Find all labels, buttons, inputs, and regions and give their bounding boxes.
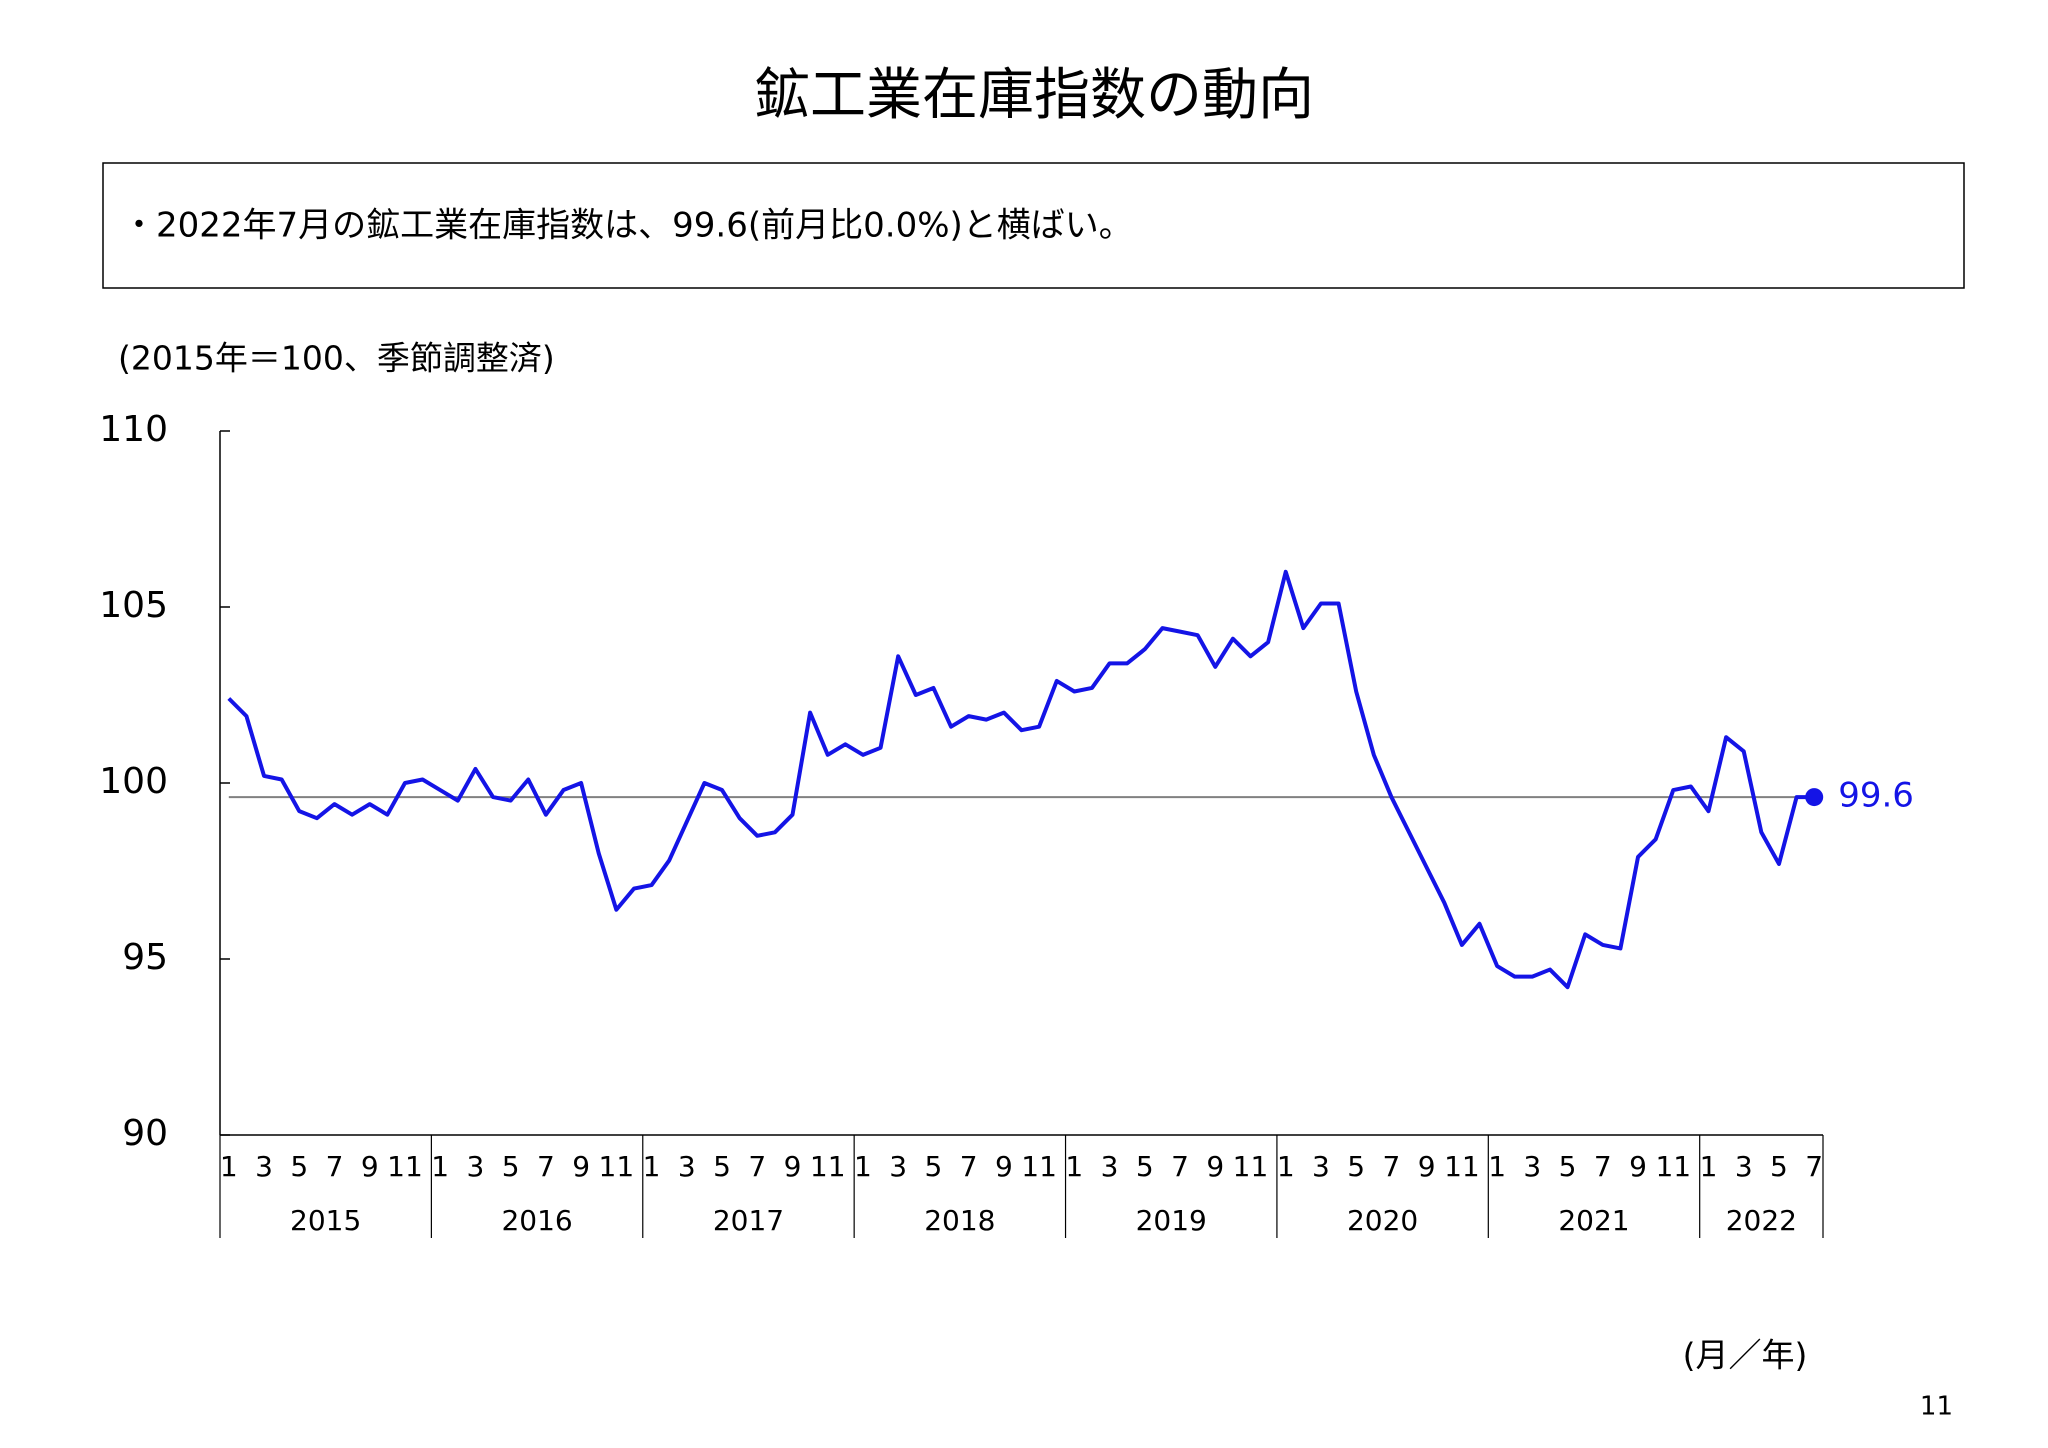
end-value-label: 99.6 — [1838, 776, 1914, 816]
x-tick-label: 11 — [387, 1150, 423, 1183]
x-tick-label: 3 — [467, 1150, 485, 1183]
x-tick-label: 1 — [1488, 1150, 1506, 1183]
x-tick-label: 7 — [1594, 1150, 1612, 1183]
x-tick-label: 11 — [1021, 1150, 1057, 1183]
x-tick-label: 7 — [1805, 1150, 1823, 1183]
x-tick-label: 5 — [925, 1150, 943, 1183]
year-label: 2022 — [1726, 1204, 1797, 1237]
line-series — [227, 569, 1815, 990]
x-tick-label: 5 — [1559, 1150, 1577, 1183]
year-label: 2015 — [290, 1204, 361, 1237]
y-tick-label: 110 — [99, 409, 168, 450]
x-tick-label: 3 — [1101, 1150, 1119, 1183]
x-tick-label: 5 — [502, 1150, 520, 1183]
x-tick-label: 3 — [255, 1150, 273, 1183]
y-tick-label: 95 — [122, 937, 168, 978]
x-tick-label: 7 — [748, 1150, 766, 1183]
x-axis-label: (月／年) — [1683, 1336, 1808, 1375]
x-tick-label: 7 — [960, 1150, 978, 1183]
end-point — [1805, 788, 1824, 807]
x-tick-label: 11 — [1655, 1150, 1691, 1183]
year-label: 2017 — [713, 1204, 784, 1237]
x-tick-label: 11 — [810, 1150, 846, 1183]
chart-title: 鉱工業在庫指数の動向 — [754, 63, 1314, 128]
year-label: 2019 — [1136, 1204, 1207, 1237]
x-tick-label: 1 — [643, 1150, 661, 1183]
year-label: 2021 — [1558, 1204, 1629, 1237]
x-tick-label: 11 — [1233, 1150, 1269, 1183]
x-tick-label: 1 — [220, 1150, 238, 1183]
x-tick-label: 5 — [1347, 1150, 1365, 1183]
x-tick-label: 9 — [361, 1150, 379, 1183]
x-tick-label: 9 — [1629, 1150, 1647, 1183]
x-tick-label: 7 — [537, 1150, 555, 1183]
x-tick-label: 1 — [1700, 1150, 1718, 1183]
x-tick-label: 3 — [678, 1150, 696, 1183]
y-tick-label: 90 — [122, 1113, 168, 1154]
x-tick-label: 9 — [1418, 1150, 1436, 1183]
x-tick-label: 7 — [1383, 1150, 1401, 1183]
x-tick-label: 5 — [1770, 1150, 1788, 1183]
summary-box — [102, 162, 1965, 289]
x-tick-label: 1 — [1065, 1150, 1083, 1183]
summary: ・2022年7月の鉱工業在庫指数は、99.6(前月比0.0%)と横ばい。 — [122, 206, 1133, 246]
x-tick-label: 1 — [431, 1150, 449, 1183]
y-axis-label: (2015年＝100、季節調整済) — [118, 339, 555, 378]
x-tick-label: 5 — [1136, 1150, 1154, 1183]
x-tick-label: 11 — [1444, 1150, 1480, 1183]
year-label: 2018 — [924, 1204, 995, 1237]
x-tick-label: 1 — [854, 1150, 872, 1183]
x-tick-label: 9 — [995, 1150, 1013, 1183]
year-label: 2020 — [1347, 1204, 1418, 1237]
x-tick-label: 9 — [1206, 1150, 1224, 1183]
x-tick-label: 3 — [1523, 1150, 1541, 1183]
x-tick-label: 9 — [572, 1150, 590, 1183]
x-tick-label: 5 — [290, 1150, 308, 1183]
x-tick-label: 9 — [784, 1150, 802, 1183]
x-tick-label: 3 — [1312, 1150, 1330, 1183]
year-label: 2016 — [501, 1204, 572, 1237]
page-number: 11 — [1920, 1392, 1953, 1422]
y-tick-label: 100 — [99, 761, 168, 802]
x-tick-label: 1 — [1277, 1150, 1295, 1183]
x-tick-label: 11 — [599, 1150, 635, 1183]
x-tick-label: 7 — [326, 1150, 344, 1183]
x-tick-label: 5 — [713, 1150, 731, 1183]
x-tick-label: 3 — [1735, 1150, 1753, 1183]
x-tick-label: 3 — [889, 1150, 907, 1183]
x-tick-label: 7 — [1171, 1150, 1189, 1183]
y-tick-label: 105 — [99, 585, 168, 626]
